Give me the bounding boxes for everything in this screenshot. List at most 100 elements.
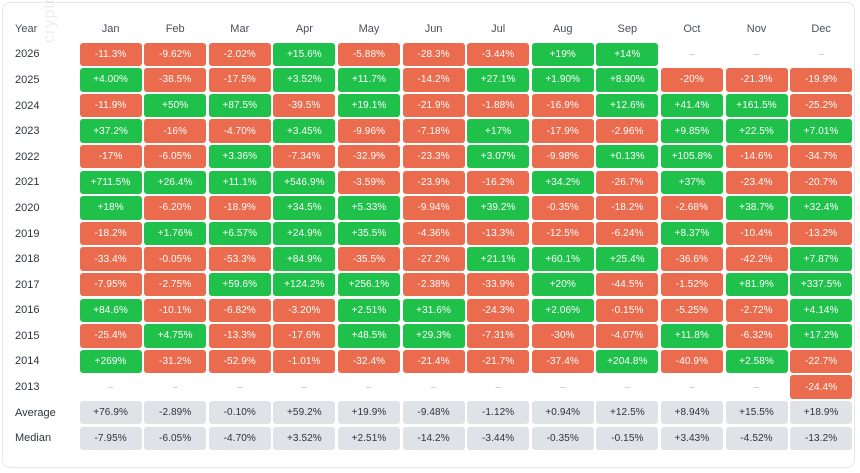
header-month-oct: Oct <box>683 22 701 35</box>
cell-2024-mar: +87.5% <box>208 93 271 118</box>
cell-2019-nov: -10.4% <box>725 221 788 246</box>
cell-2017-jul: -33.9% <box>467 272 530 297</box>
cell-2023-feb: -16% <box>144 119 207 143</box>
cell-2023-may: -9.96% <box>337 119 400 143</box>
cell-2024-sep: +12.6% <box>596 93 659 118</box>
cell-2023-jul: +17% <box>467 119 530 143</box>
header-month-jun: Jun <box>424 22 443 35</box>
cell-2021-aug: +34.2% <box>531 170 594 195</box>
year-label-2014: 2014 <box>15 355 40 368</box>
year-label-2016: 2016 <box>15 304 40 317</box>
monthly-returns-grid: Year Jan Feb Mar Apr May Jun Jul Aug Sep Oct Nov Dec… <box>11 17 853 450</box>
cell-2018-may: -35.5% <box>337 247 400 271</box>
cell-2015-dec: +17.2% <box>790 324 853 348</box>
year-label-2026: 2026 <box>15 48 40 61</box>
cell-2023-sep: -2.96% <box>596 119 659 143</box>
summary-median-apr: +3.52% <box>273 426 336 450</box>
cell-2013-nov: – <box>753 381 760 393</box>
cell-2013-may: – <box>366 381 372 393</box>
header-month-nov: Nov <box>746 22 767 35</box>
cell-2023-aug: -17.9% <box>531 119 594 143</box>
cell-2013-apr: – <box>301 381 308 393</box>
summary-average-oct: +8.94% <box>660 400 723 425</box>
cell-2015-aug: -30% <box>531 324 594 348</box>
cell-2020-jul: +39.2% <box>467 196 530 220</box>
cell-2018-apr: +84.9% <box>273 247 336 271</box>
summary-average-jul: -1.12% <box>467 400 530 425</box>
cell-2022-nov: -14.6% <box>725 144 788 169</box>
cell-2013-oct: – <box>689 381 695 393</box>
year-label-2022: 2022 <box>15 150 40 163</box>
cell-2016-jul: -24.3% <box>467 298 530 323</box>
cell-2013-sep: – <box>624 381 631 393</box>
cell-2023-nov: +22.5% <box>725 119 788 143</box>
cell-2014-may: -32.4% <box>337 349 400 374</box>
cell-2014-sep: +204.8% <box>596 349 659 374</box>
cell-2025-mar: -17.5% <box>208 68 271 92</box>
cell-2024-feb: +50% <box>144 93 207 118</box>
cell-2019-may: +35.5% <box>337 221 400 246</box>
cell-2020-jan: +18% <box>79 196 142 220</box>
cell-2026-oct: – <box>689 48 695 60</box>
header-month-may: May <box>358 22 380 35</box>
cell-2017-dec: +337.5% <box>790 272 853 297</box>
cell-2024-jan: -11.9% <box>79 93 142 118</box>
cell-2018-jun: -27.2% <box>402 247 465 271</box>
cell-2019-jun: -4.36% <box>402 221 465 246</box>
cell-2018-aug: +60.1% <box>531 247 594 271</box>
cell-2025-dec: -19.9% <box>790 68 853 92</box>
cell-2020-apr: +34.5% <box>273 196 336 220</box>
cell-2022-apr: -7.34% <box>273 144 336 169</box>
cell-2024-apr: -39.5% <box>273 93 336 118</box>
cell-2025-oct: -20% <box>660 68 723 92</box>
cell-2023-oct: +9.85% <box>660 119 723 143</box>
summary-average-mar: -0.10% <box>208 400 271 425</box>
cell-2017-nov: +81.9% <box>725 272 788 297</box>
summary-median-feb: -6.05% <box>144 426 207 450</box>
cell-2016-may: +2.51% <box>337 298 400 323</box>
cell-2013-jul: – <box>495 381 501 393</box>
year-label-2017: 2017 <box>15 278 40 291</box>
cell-2019-oct: +8.37% <box>660 221 723 246</box>
cell-2018-nov: -42.2% <box>725 247 788 271</box>
summary-median-mar: -4.70% <box>208 426 271 450</box>
cell-2022-jul: +3.07% <box>467 144 530 169</box>
summary-median-jul: -3.44% <box>467 426 530 450</box>
cell-2016-dec: +4.14% <box>790 298 853 323</box>
cell-2025-jul: +27.1% <box>467 68 530 92</box>
cell-2023-apr: +3.45% <box>273 119 336 143</box>
cell-2019-aug: -12.5% <box>531 221 594 246</box>
summary-median-aug: -0.35% <box>531 426 594 450</box>
year-label-2025: 2025 <box>15 73 40 86</box>
year-label-2015: 2015 <box>15 329 40 342</box>
cell-2021-feb: +26.4% <box>144 170 207 195</box>
cell-2020-nov: +38.7% <box>725 196 788 220</box>
cell-2015-sep: -4.07% <box>596 324 659 348</box>
cell-2013-jan: – <box>107 381 114 393</box>
cell-2021-may: -3.59% <box>337 170 400 195</box>
cell-2019-dec: -13.2% <box>790 221 853 246</box>
cell-2019-jan: -18.2% <box>79 221 142 246</box>
year-label-2013: 2013 <box>15 381 40 394</box>
cell-2016-aug: +2.06% <box>531 298 594 323</box>
cell-2022-may: -32.9% <box>337 144 400 169</box>
cell-2022-feb: -6.05% <box>144 144 207 169</box>
cell-2015-feb: +4.75% <box>144 324 207 348</box>
cell-2021-jul: -16.2% <box>467 170 530 195</box>
cell-2025-jun: -14.2% <box>402 68 465 92</box>
cell-2022-aug: -9.98% <box>531 144 594 169</box>
cell-2017-apr: +124.2% <box>273 272 336 297</box>
cell-2016-mar: -6.82% <box>208 298 271 323</box>
cell-2024-may: +19.1% <box>337 93 400 118</box>
cell-2026-mar: -2.02% <box>208 42 271 67</box>
cell-2022-sep: +0.13% <box>596 144 659 169</box>
cell-2022-oct: +105.8% <box>660 144 723 169</box>
cell-2020-jun: -9.94% <box>402 196 465 220</box>
cell-2017-feb: -2.75% <box>144 272 207 297</box>
cell-2026-jul: -3.44% <box>467 42 530 67</box>
cell-2017-aug: +20% <box>531 272 594 297</box>
cell-2022-jan: -17% <box>79 144 142 169</box>
cell-2013-jun: – <box>430 381 437 393</box>
cell-2023-jan: +37.2% <box>79 119 142 143</box>
summary-median-jun: -14.2% <box>402 426 465 450</box>
